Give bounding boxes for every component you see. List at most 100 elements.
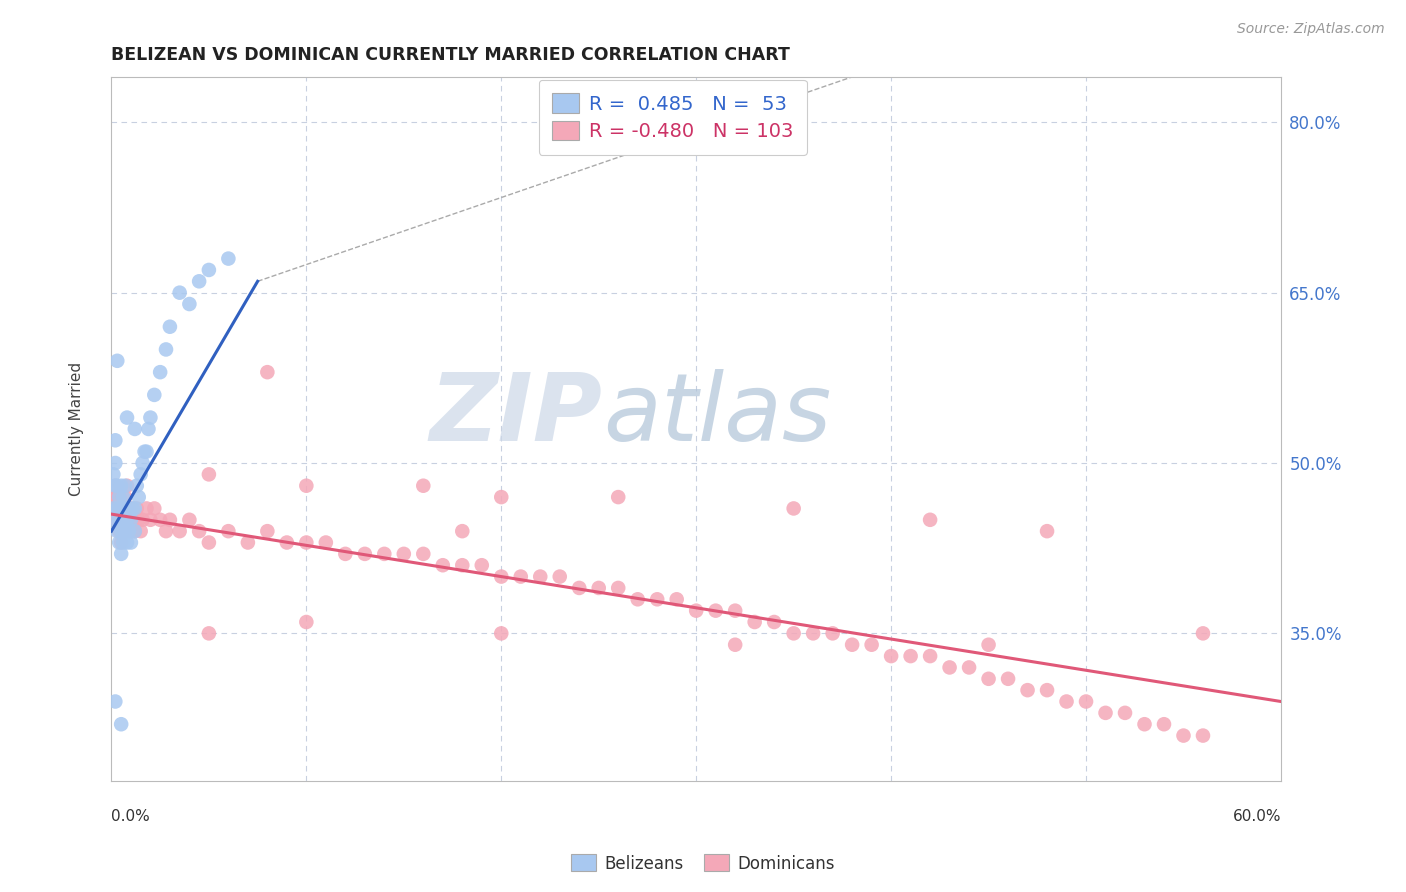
Point [1153,717,1175,731]
Point [103,490,125,504]
Point [131,456,153,470]
Point [188,524,211,538]
Point [118,513,141,527]
Point [131,513,153,527]
Point [217,524,239,538]
Point [118,524,141,538]
Point [112,535,135,549]
Point [548,569,571,583]
Point [256,524,278,538]
Point [149,513,172,527]
Point [125,501,148,516]
Point [1133,717,1156,731]
Point [114,513,136,527]
Point [198,626,221,640]
Text: Source: ZipAtlas.com: Source: ZipAtlas.com [1237,22,1385,37]
Point [1036,683,1059,698]
Point [112,490,135,504]
Point [105,353,128,368]
Point [118,501,141,516]
Point [860,638,883,652]
Point [105,524,128,538]
Point [122,501,145,516]
Point [491,626,513,640]
Point [276,535,298,549]
Point [509,569,531,583]
Text: atlas: atlas [603,369,831,460]
Point [115,479,138,493]
Point [1192,626,1215,640]
Point [169,524,191,538]
Legend: R =  0.485   N =  53, R = -0.480   N = 103: R = 0.485 N = 53, R = -0.480 N = 103 [538,79,807,154]
Point [104,456,127,470]
Point [880,649,903,664]
Point [138,422,160,436]
Point [112,524,135,538]
Point [105,479,128,493]
Point [139,410,162,425]
Point [143,388,166,402]
Text: BELIZEAN VS DOMINICAN CURRENTLY MARRIED CORRELATION CHART: BELIZEAN VS DOMINICAN CURRENTLY MARRIED … [111,46,790,64]
Point [568,581,591,595]
Point [353,547,375,561]
Point [135,501,157,516]
Point [149,365,172,379]
Point [104,694,127,708]
Text: 60.0%: 60.0% [1233,809,1281,824]
Point [114,479,136,493]
Point [920,513,942,527]
Point [105,501,128,516]
Point [129,524,152,538]
Point [821,626,844,640]
Point [124,422,146,436]
Point [373,547,395,561]
Point [135,444,157,458]
Point [412,479,434,493]
Text: 0.0%: 0.0% [111,809,150,824]
Point [1114,706,1136,720]
Point [108,490,131,504]
Point [627,592,650,607]
Point [198,535,221,549]
Point [217,252,239,266]
Point [159,513,181,527]
Point [110,547,132,561]
Point [451,558,474,573]
Point [295,535,318,549]
Point [122,513,145,527]
Point [920,649,942,664]
Point [104,479,127,493]
Point [1074,694,1097,708]
Point [295,479,318,493]
Point [392,547,415,561]
Point [108,501,131,516]
Point [114,524,136,538]
Point [588,581,610,595]
Point [1036,524,1059,538]
Point [529,569,551,583]
Point [841,638,863,652]
Point [412,547,434,561]
Point [115,501,138,516]
Point [105,513,128,527]
Point [115,513,138,527]
Point [900,649,922,664]
Point [685,604,707,618]
Point [110,717,132,731]
Point [155,524,177,538]
Point [108,490,131,504]
Text: Currently Married: Currently Married [69,362,84,496]
Point [1173,729,1195,743]
Legend: Belizeans, Dominicans: Belizeans, Dominicans [565,847,841,880]
Point [159,319,181,334]
Point [491,569,513,583]
Point [665,592,688,607]
Point [198,263,221,277]
Point [1056,694,1078,708]
Point [108,524,131,538]
Point [128,513,150,527]
Point [471,558,494,573]
Point [104,434,127,448]
Point [997,672,1019,686]
Point [295,615,318,629]
